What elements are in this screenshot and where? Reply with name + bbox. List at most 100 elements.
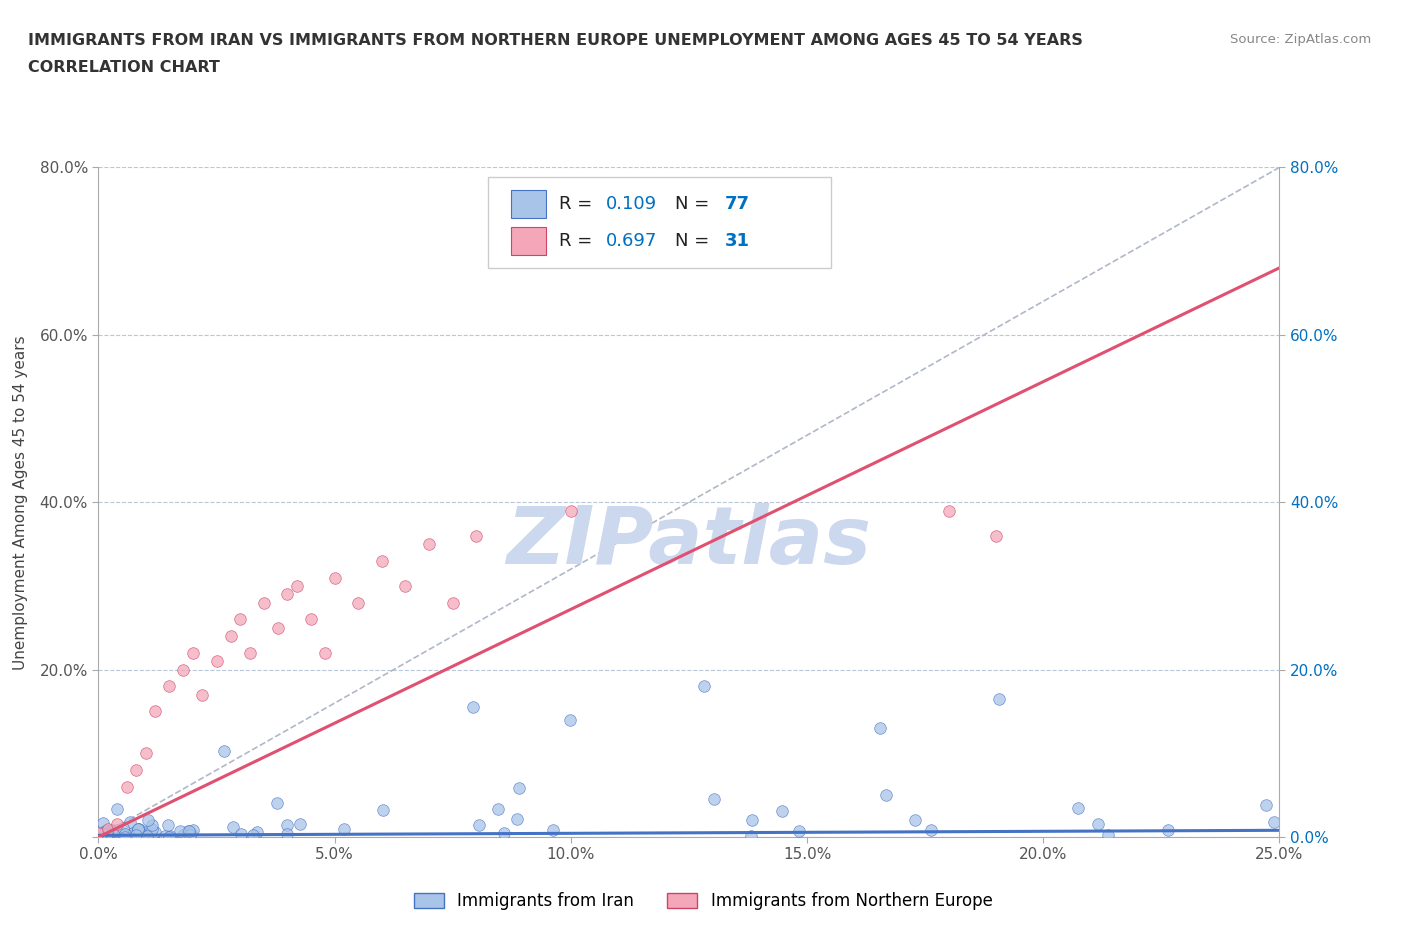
Point xyxy=(172,828,194,843)
Point xyxy=(124,825,146,840)
Point xyxy=(1087,817,1109,832)
Point xyxy=(157,830,180,844)
Point xyxy=(180,826,202,841)
Point xyxy=(156,817,179,832)
Point xyxy=(143,704,166,719)
Point xyxy=(183,822,205,837)
Point xyxy=(114,827,136,842)
Point xyxy=(1097,828,1119,843)
Point xyxy=(115,779,138,794)
Point xyxy=(127,822,149,837)
Point xyxy=(394,578,416,593)
Point xyxy=(94,824,117,839)
Point xyxy=(371,802,394,817)
Text: 31: 31 xyxy=(724,232,749,250)
Point xyxy=(136,812,159,827)
Point xyxy=(253,595,276,610)
Point xyxy=(122,827,145,842)
Point xyxy=(141,817,163,832)
Point xyxy=(558,712,581,727)
Point xyxy=(693,679,716,694)
Text: CORRELATION CHART: CORRELATION CHART xyxy=(28,60,219,75)
Point xyxy=(299,612,322,627)
Text: R =: R = xyxy=(560,195,598,213)
Point xyxy=(347,595,370,610)
Point xyxy=(128,822,150,837)
Point xyxy=(276,826,298,841)
Point xyxy=(127,821,149,836)
Point xyxy=(1254,798,1277,813)
Point xyxy=(172,662,194,677)
Point xyxy=(486,802,509,817)
Point xyxy=(191,687,214,702)
Point xyxy=(371,553,394,568)
Point xyxy=(787,823,810,838)
Text: Source: ZipAtlas.com: Source: ZipAtlas.com xyxy=(1230,33,1371,46)
Point xyxy=(266,795,288,810)
Point xyxy=(1156,822,1178,837)
Point xyxy=(143,825,166,840)
Y-axis label: Unemployment Among Ages 45 to 54 years: Unemployment Among Ages 45 to 54 years xyxy=(14,335,28,670)
Point xyxy=(179,828,201,843)
Point xyxy=(135,746,157,761)
Bar xyxy=(510,227,546,255)
Point xyxy=(90,826,112,841)
Point xyxy=(938,503,960,518)
Point xyxy=(127,829,149,844)
Point xyxy=(461,700,484,715)
Point xyxy=(740,829,762,844)
Point xyxy=(560,503,582,518)
Text: ZIPatlas: ZIPatlas xyxy=(506,503,872,581)
Text: IMMIGRANTS FROM IRAN VS IMMIGRANTS FROM NORTHERN EUROPE UNEMPLOYMENT AMONG AGES : IMMIGRANTS FROM IRAN VS IMMIGRANTS FROM … xyxy=(28,33,1083,47)
Point xyxy=(111,825,134,840)
Point xyxy=(508,781,530,796)
Point xyxy=(267,620,290,635)
Point xyxy=(869,721,891,736)
Point xyxy=(115,829,138,844)
Point xyxy=(91,816,114,830)
Text: R =: R = xyxy=(560,232,598,250)
Point xyxy=(242,828,264,843)
Text: 0.109: 0.109 xyxy=(606,195,658,213)
Point xyxy=(141,822,163,837)
Point xyxy=(155,828,177,843)
Point xyxy=(229,826,252,841)
Point xyxy=(105,823,128,838)
Point xyxy=(105,801,128,816)
Point xyxy=(285,578,308,593)
Text: N =: N = xyxy=(675,195,714,213)
Point xyxy=(494,826,516,841)
Point xyxy=(441,595,464,610)
Point xyxy=(1263,814,1285,829)
Point xyxy=(276,587,298,602)
Point xyxy=(290,817,312,831)
FancyBboxPatch shape xyxy=(488,178,831,268)
Point xyxy=(87,826,110,841)
Point xyxy=(205,654,228,669)
Point xyxy=(741,813,763,828)
Point xyxy=(875,788,897,803)
Point xyxy=(96,827,118,842)
Point xyxy=(920,822,942,837)
Point xyxy=(465,528,488,543)
Point xyxy=(1066,800,1088,815)
Point xyxy=(323,570,346,585)
Text: 0.697: 0.697 xyxy=(606,232,658,250)
Bar xyxy=(510,190,546,219)
Point xyxy=(169,823,191,838)
Point xyxy=(703,791,725,806)
Point xyxy=(276,817,298,832)
Point xyxy=(541,822,564,837)
Point xyxy=(112,821,135,836)
Point xyxy=(221,820,243,835)
Point xyxy=(770,804,793,818)
Point xyxy=(105,817,128,832)
Point xyxy=(159,829,181,844)
Point xyxy=(988,692,1011,707)
Point xyxy=(219,629,242,644)
Point xyxy=(125,763,148,777)
Legend: Immigrants from Iran, Immigrants from Northern Europe: Immigrants from Iran, Immigrants from No… xyxy=(406,885,1000,917)
Point xyxy=(181,645,204,660)
Point xyxy=(418,537,440,551)
Point xyxy=(125,827,148,842)
